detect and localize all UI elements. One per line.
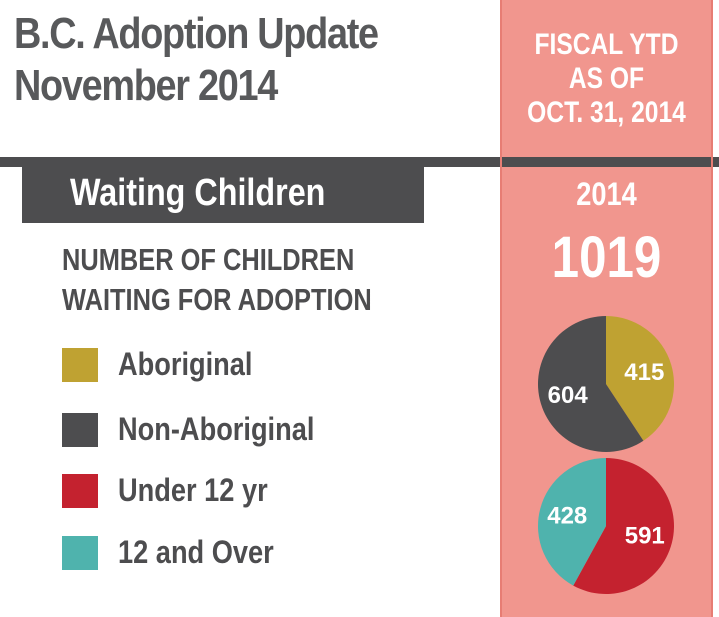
pie-chart-age-group: 591 428	[538, 458, 674, 594]
pie-slice-aboriginal	[606, 316, 674, 441]
panel-header-line-2: AS OF	[568, 62, 645, 95]
legend-label-under-12: Under 12 yr	[118, 472, 268, 508]
chart-subtitle: NUMBER OF CHILDREN WAITING FOR ADOPTION	[62, 240, 372, 320]
subtitle-line-1: NUMBER OF CHILDREN	[62, 242, 355, 277]
legend-swatch-12-and-over	[62, 536, 98, 570]
legend-label-12-and-over: 12 and Over	[118, 534, 274, 570]
panel-header-line-1: FISCAL YTD	[534, 28, 679, 61]
section-title: Waiting Children	[70, 172, 326, 214]
title-line-2: November 2014	[14, 61, 278, 110]
pie-label-non-aboriginal: 604	[548, 382, 589, 409]
title-line-1: B.C. Adoption Update	[14, 9, 379, 58]
pie-label-aboriginal: 415	[624, 359, 664, 386]
panel-header: FISCAL YTD AS OF OCT. 31, 2014	[521, 28, 692, 130]
panel-year: 2014	[576, 176, 637, 212]
pie-label-under-12-yr: 591	[625, 522, 665, 549]
panel-header-line-3: OCT. 31, 2014	[527, 96, 686, 129]
pie-slice-12-and-over	[538, 458, 606, 586]
legend-swatch-aboriginal	[62, 348, 98, 382]
legend-label-aboriginal: Aboriginal	[118, 346, 253, 382]
panel-divider	[502, 157, 711, 167]
pie-chart-aboriginal-status: 415 604	[538, 316, 674, 452]
pie-slice-under-12-yr	[573, 458, 674, 594]
panel-total: 1019	[551, 225, 662, 290]
section-banner: Waiting Children	[22, 167, 424, 223]
pie-label-12-and-over: 428	[547, 503, 587, 530]
header-divider	[0, 157, 719, 167]
legend-swatch-under-12	[62, 474, 98, 508]
legend-label-non-aboriginal: Non-Aboriginal	[118, 411, 315, 447]
legend-swatch-non-aboriginal	[62, 413, 98, 447]
pie-slice-non-aboriginal	[538, 316, 644, 452]
subtitle-line-2: WAITING FOR ADOPTION	[62, 282, 372, 317]
page-title: B.C. Adoption Update November 2014	[14, 8, 379, 112]
